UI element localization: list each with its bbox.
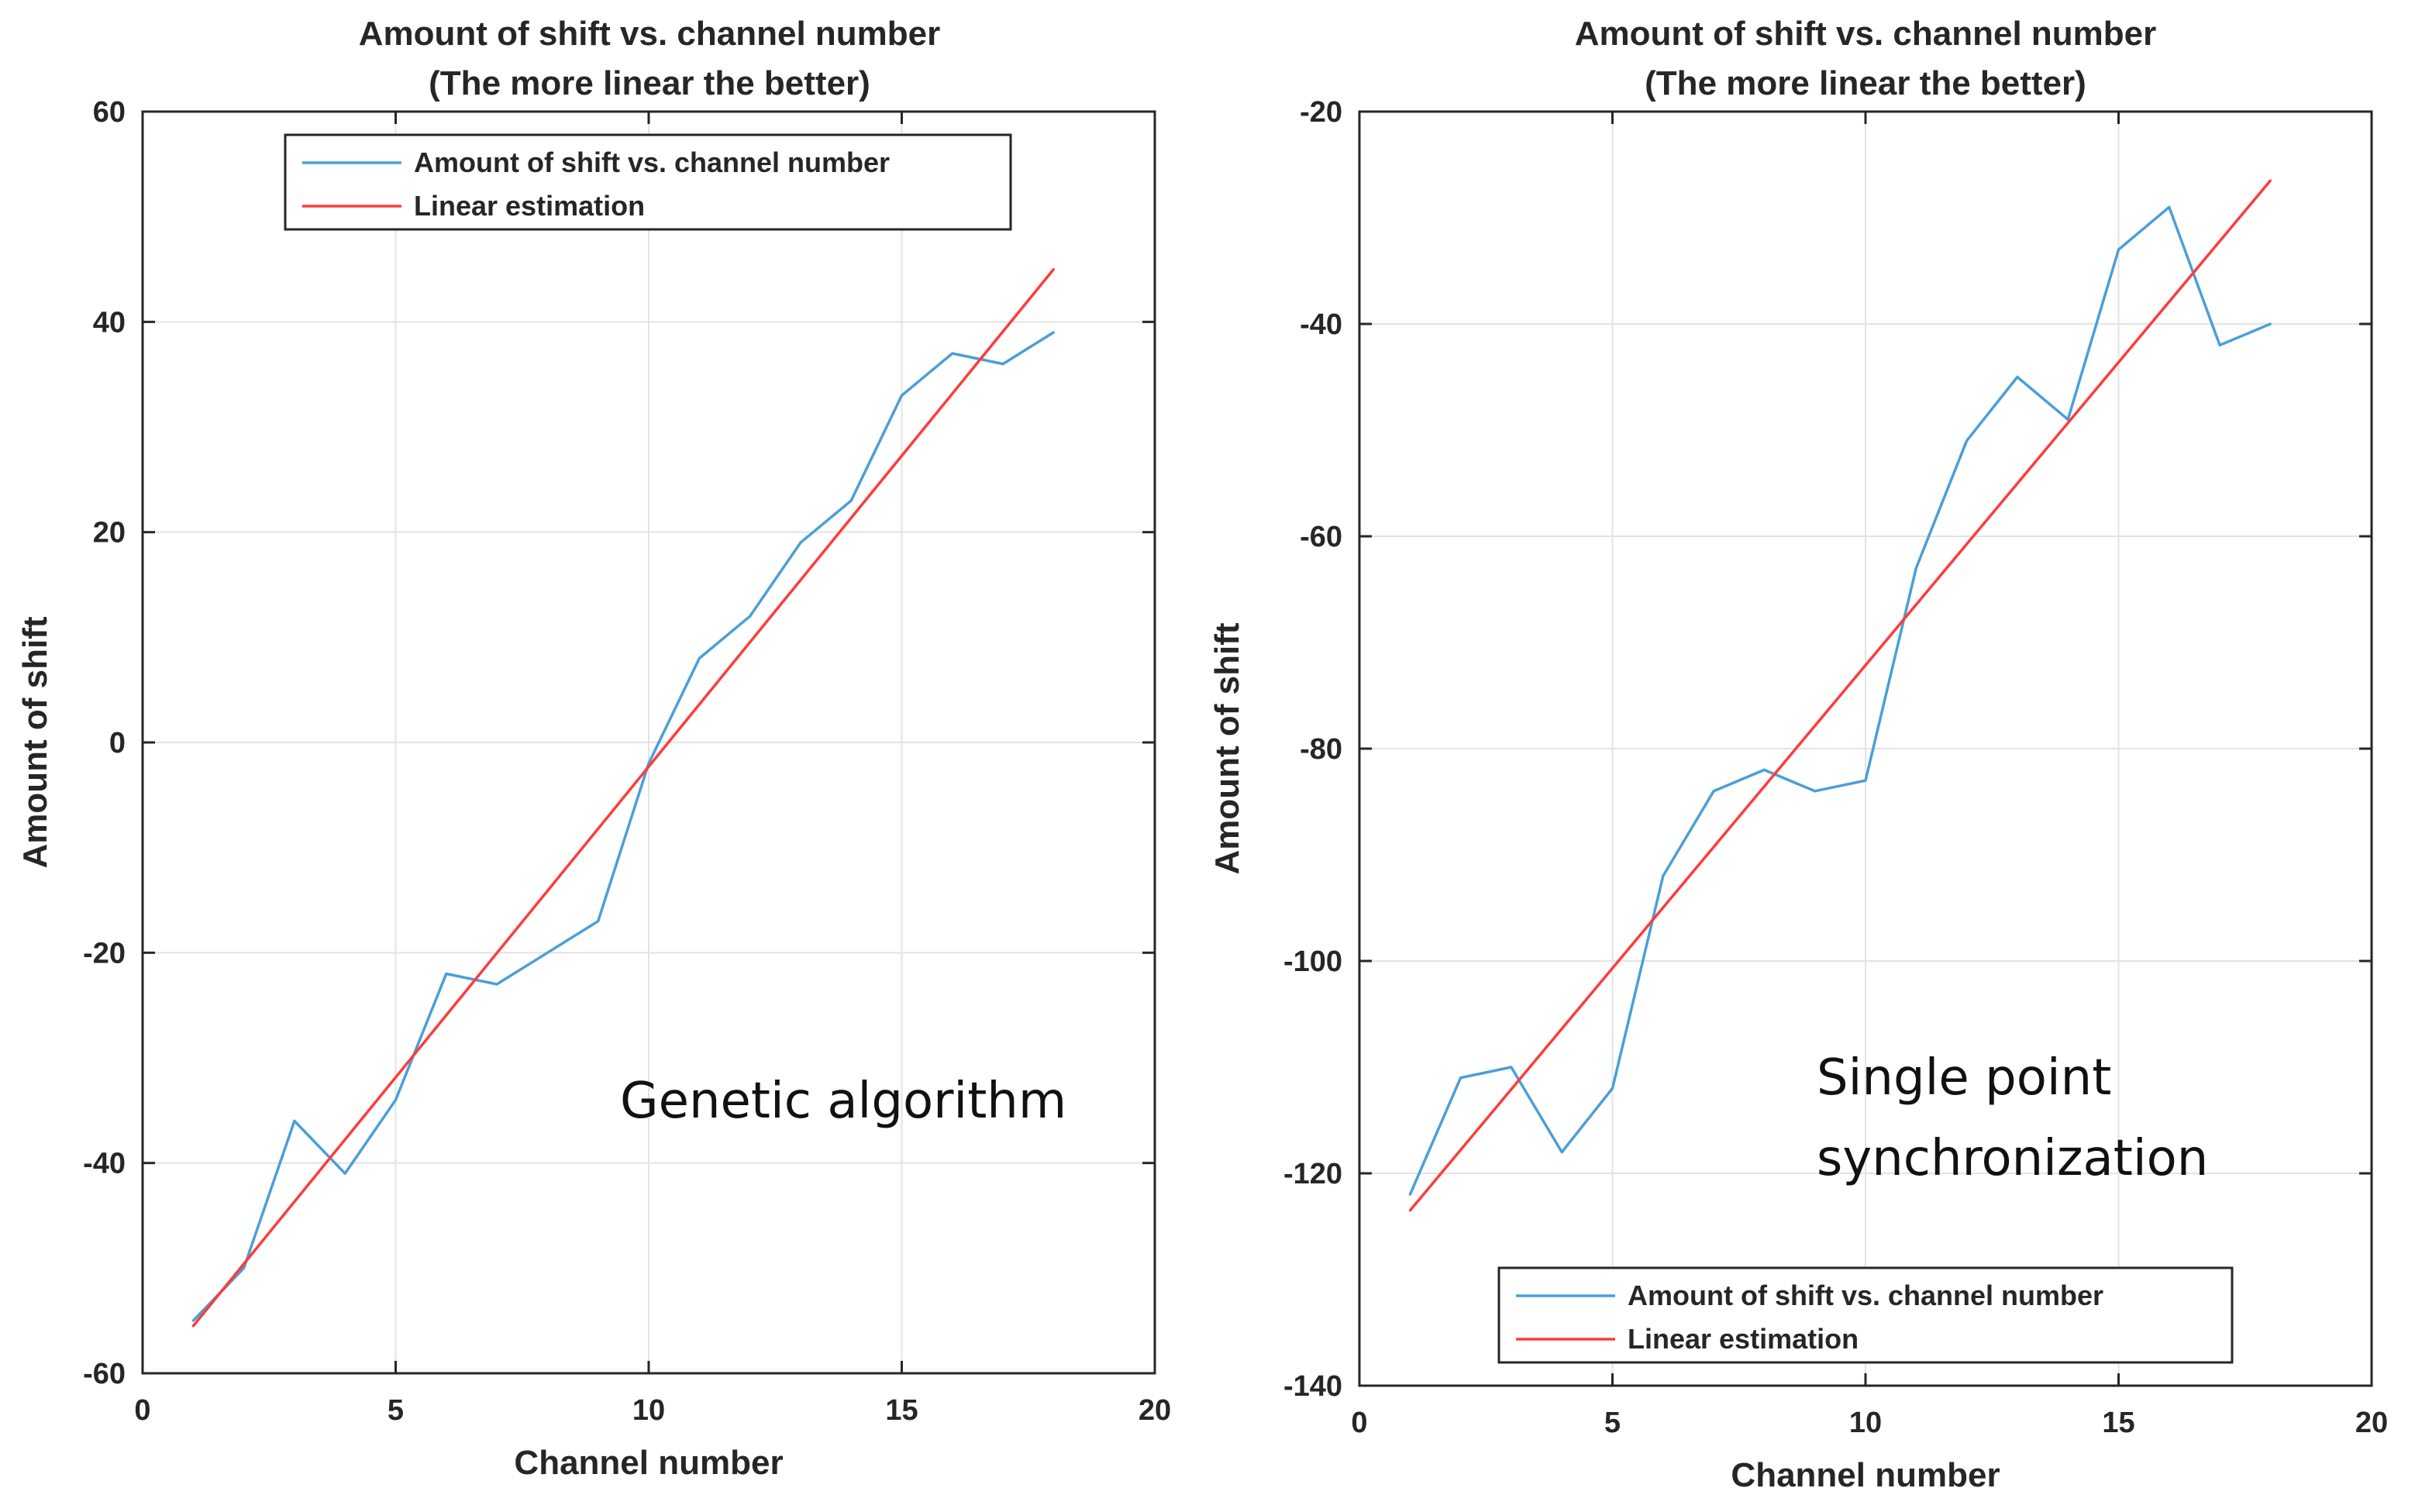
data-point <box>1814 790 1817 793</box>
data-point <box>1560 1151 1563 1154</box>
data-point <box>597 920 600 923</box>
data-point <box>1762 768 1766 771</box>
x-axis-label: Channel number <box>1731 1456 2000 1494</box>
x-tick-label: 15 <box>885 1394 918 1427</box>
data-point <box>445 972 448 975</box>
y-tick-label: -20 <box>1300 96 1342 129</box>
legend-label: Amount of shift vs. channel number <box>414 146 890 178</box>
data-point <box>1052 268 1055 270</box>
data-point <box>1510 1066 1513 1069</box>
chart-subtitle: (The more linear the better) <box>429 64 870 102</box>
data-point <box>495 983 498 986</box>
data-point <box>1864 779 1867 782</box>
chart-2: 0 5 10 15 20 -20 -40 -60 -80 -100 -120 -140 Amount o… <box>1208 15 2388 1494</box>
series-line-shift <box>1408 205 2272 1196</box>
data-point <box>2117 248 2120 251</box>
legend: Amount of shift vs. channel number Linear… <box>1497 1266 2234 1364</box>
y-tick-label: -140 <box>1283 1370 1342 1403</box>
data-point <box>191 1319 195 1322</box>
y-tick-label: 60 <box>93 96 126 129</box>
data-point <box>1965 439 1969 443</box>
data-point <box>1408 1193 1411 1196</box>
x-tick-label: 20 <box>2355 1407 2388 1439</box>
x-tick-label: 20 <box>1139 1394 1171 1427</box>
x-tick-label: 5 <box>388 1394 404 1427</box>
data-point <box>1712 790 1715 793</box>
y-tick-label: -120 <box>1283 1158 1342 1190</box>
data-point <box>2218 343 2221 346</box>
y-tick-label: -100 <box>1283 945 1342 978</box>
y-tick-label: -20 <box>83 937 126 970</box>
x-tick-label: 0 <box>134 1394 150 1427</box>
chart-title: Amount of shift vs. channel number <box>359 15 941 53</box>
series-line-linear-estimation <box>191 268 1055 1328</box>
y-tick-label: 0 <box>109 727 126 759</box>
data-point <box>2269 179 2272 182</box>
y-axis-label: Amount of shift <box>1208 622 1246 874</box>
data-point <box>749 615 752 618</box>
annotation-text: Genetic algorithm <box>620 1073 1066 1130</box>
chart-title: Amount of shift vs. channel number <box>1575 15 2157 53</box>
data-point <box>343 1172 346 1175</box>
x-tick-label: 5 <box>1604 1407 1621 1439</box>
annotation-text: Single point synchronization <box>1817 1049 2208 1187</box>
data-point <box>2066 418 2069 421</box>
y-tick-label: -60 <box>83 1358 126 1390</box>
legend-label: Linear estimation <box>1628 1323 1859 1355</box>
annotation-line: Single point <box>1817 1049 2111 1107</box>
data-point <box>1459 1076 1462 1080</box>
data-point <box>799 541 802 544</box>
data-point <box>1408 1209 1411 1212</box>
data-point <box>901 394 903 397</box>
chart-subtitle: (The more linear the better) <box>1645 64 2086 102</box>
legend: Amount of shift vs. channel number Linear… <box>284 133 1012 231</box>
y-axis-label: Amount of shift <box>16 616 54 868</box>
y-tick-label: -40 <box>83 1148 126 1180</box>
series-line-shift <box>192 331 1055 1322</box>
data-point <box>2016 376 2019 378</box>
legend-box <box>284 133 1012 231</box>
x-tick-label: 10 <box>1849 1407 1882 1439</box>
x-tick-label: 10 <box>632 1394 665 1427</box>
data-point <box>293 1119 296 1122</box>
x-tick-label: 15 <box>2102 1407 2134 1439</box>
data-point <box>243 1266 246 1269</box>
data-point <box>546 951 549 954</box>
y-tick-label: -40 <box>1300 308 1342 341</box>
data-point <box>698 656 701 660</box>
y-tick-label: -80 <box>1300 733 1342 766</box>
data-point <box>1001 363 1004 366</box>
data-point <box>1662 874 1665 877</box>
y-tick-label: 40 <box>93 306 126 339</box>
series-line-linear-estimation <box>1408 179 2272 1212</box>
data-point <box>951 352 954 355</box>
legend-box <box>1497 1266 2234 1364</box>
x-axis-label: Channel number <box>514 1444 783 1482</box>
data-point <box>394 1098 397 1101</box>
chart-1: 0 5 10 15 20 60 40 20 0 -20 -40 -60 Amount of shift … <box>16 15 1171 1482</box>
data-point <box>2168 205 2171 208</box>
legend-label: Amount of shift vs. channel number <box>1628 1280 2103 1311</box>
data-point <box>849 499 853 502</box>
y-tick-label: -60 <box>1300 521 1342 553</box>
y-tick-label: 20 <box>93 517 126 549</box>
data-point <box>1611 1087 1614 1090</box>
data-point <box>1052 331 1055 334</box>
data-point <box>2269 322 2272 325</box>
legend-label: Linear estimation <box>414 190 645 222</box>
data-point <box>191 1324 195 1328</box>
x-tick-label: 0 <box>1351 1407 1367 1439</box>
data-point <box>1914 567 1917 570</box>
annotation-line: synchronization <box>1817 1130 2208 1187</box>
